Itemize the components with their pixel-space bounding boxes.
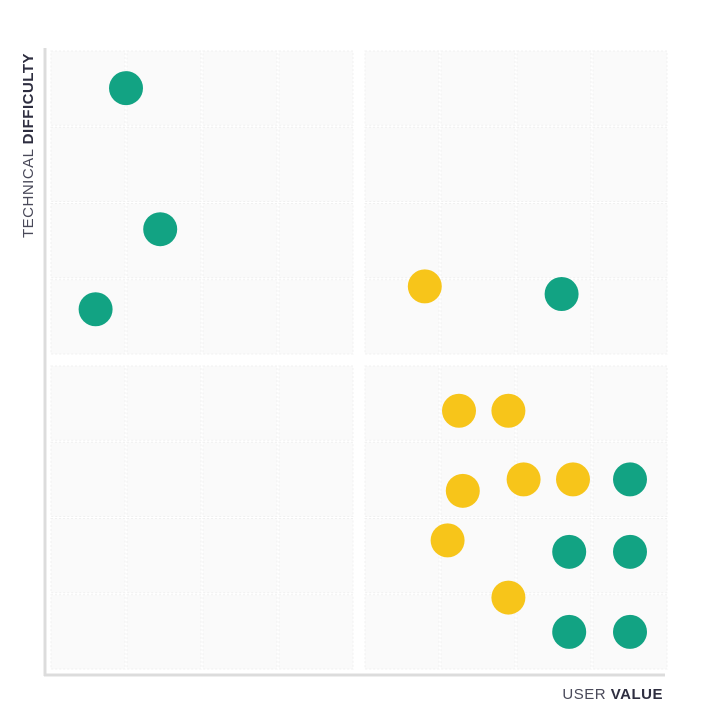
grid-cell-q3 [50, 365, 126, 441]
y-axis-label-bold: DIFFICULTY [20, 53, 37, 144]
grid-cell-q1 [202, 203, 278, 279]
data-point-green-6 [552, 534, 587, 569]
grid-cell-q3 [278, 518, 354, 594]
data-point-yellow-7 [430, 523, 465, 558]
grid-cell-q2 [592, 203, 668, 279]
grid-cell-q1 [278, 203, 354, 279]
grid-cell-q3 [278, 441, 354, 517]
grid-cell-q1 [202, 126, 278, 202]
grid-cell-q1 [50, 126, 126, 202]
data-point-green-4 [544, 277, 579, 311]
grid-cell-q3 [278, 594, 354, 670]
data-point-yellow-6 [445, 473, 480, 508]
grid-layer [50, 50, 668, 670]
grid-cell-q3 [126, 594, 202, 670]
grid-cell-q1 [278, 279, 354, 355]
grid-cell-q3 [126, 518, 202, 594]
data-point-green-2 [143, 212, 178, 247]
grid-cell-q1 [278, 126, 354, 202]
grid-cell-q4 [364, 594, 440, 670]
grid-cell-q4 [364, 365, 440, 441]
data-point-green-9 [613, 614, 647, 649]
grid-cell-q3 [202, 441, 278, 517]
grid-cell-q3 [278, 365, 354, 441]
grid-cell-q4 [592, 365, 668, 441]
data-point-yellow-4 [506, 462, 541, 497]
grid-cell-q3 [126, 441, 202, 517]
grid-cell-q4 [364, 518, 440, 594]
grid-cell-q2 [364, 126, 440, 202]
grid-cell-q2 [440, 126, 516, 202]
grid-cell-q2 [364, 203, 440, 279]
grid-cell-q2 [364, 50, 440, 126]
grid-cell-q2 [592, 126, 668, 202]
grid-cell-q1 [126, 126, 202, 202]
data-point-green-1 [109, 71, 143, 106]
grid-cell-q1 [202, 279, 278, 355]
grid-cell-q2 [440, 279, 516, 355]
grid-cell-q2 [592, 279, 668, 355]
data-point-yellow-8 [491, 580, 526, 615]
grid-cell-q2 [516, 126, 592, 202]
data-point-green-5 [613, 462, 647, 497]
grid-cell-q2 [440, 203, 516, 279]
y-axis-label: TECHNICAL DIFFICULTY [20, 53, 37, 238]
grid-cell-q2 [440, 50, 516, 126]
grid-cell-q1 [50, 203, 126, 279]
data-point-green-3 [78, 292, 113, 327]
data-point-yellow-2 [442, 393, 476, 428]
data-point-green-7 [613, 534, 647, 569]
x-axis-label-prefix: USER [562, 686, 606, 703]
data-point-yellow-1 [407, 269, 442, 304]
grid-cell-q3 [202, 594, 278, 670]
grid-cell-q2 [516, 50, 592, 126]
grid-cell-q1 [126, 279, 202, 355]
grid-cell-q4 [516, 365, 592, 441]
grid-cell-q3 [202, 365, 278, 441]
grid-cell-q4 [364, 441, 440, 517]
data-point-green-8 [552, 614, 587, 649]
grid-cell-q2 [516, 203, 592, 279]
grid-cell-q3 [50, 518, 126, 594]
grid-cell-q1 [202, 50, 278, 126]
y-axis-label-prefix: TECHNICAL [20, 149, 37, 238]
grid-cell-q2 [592, 50, 668, 126]
grid-cell-q3 [126, 365, 202, 441]
data-point-yellow-3 [491, 393, 526, 428]
x-axis-label-bold: VALUE [611, 686, 663, 703]
grid-cell-q3 [50, 594, 126, 670]
grid-cell-q3 [50, 441, 126, 517]
grid-cell-q1 [278, 50, 354, 126]
points-layer [78, 71, 647, 649]
x-axis-label: USER VALUE [562, 686, 663, 703]
data-point-yellow-5 [556, 462, 590, 497]
grid-cell-q3 [202, 518, 278, 594]
